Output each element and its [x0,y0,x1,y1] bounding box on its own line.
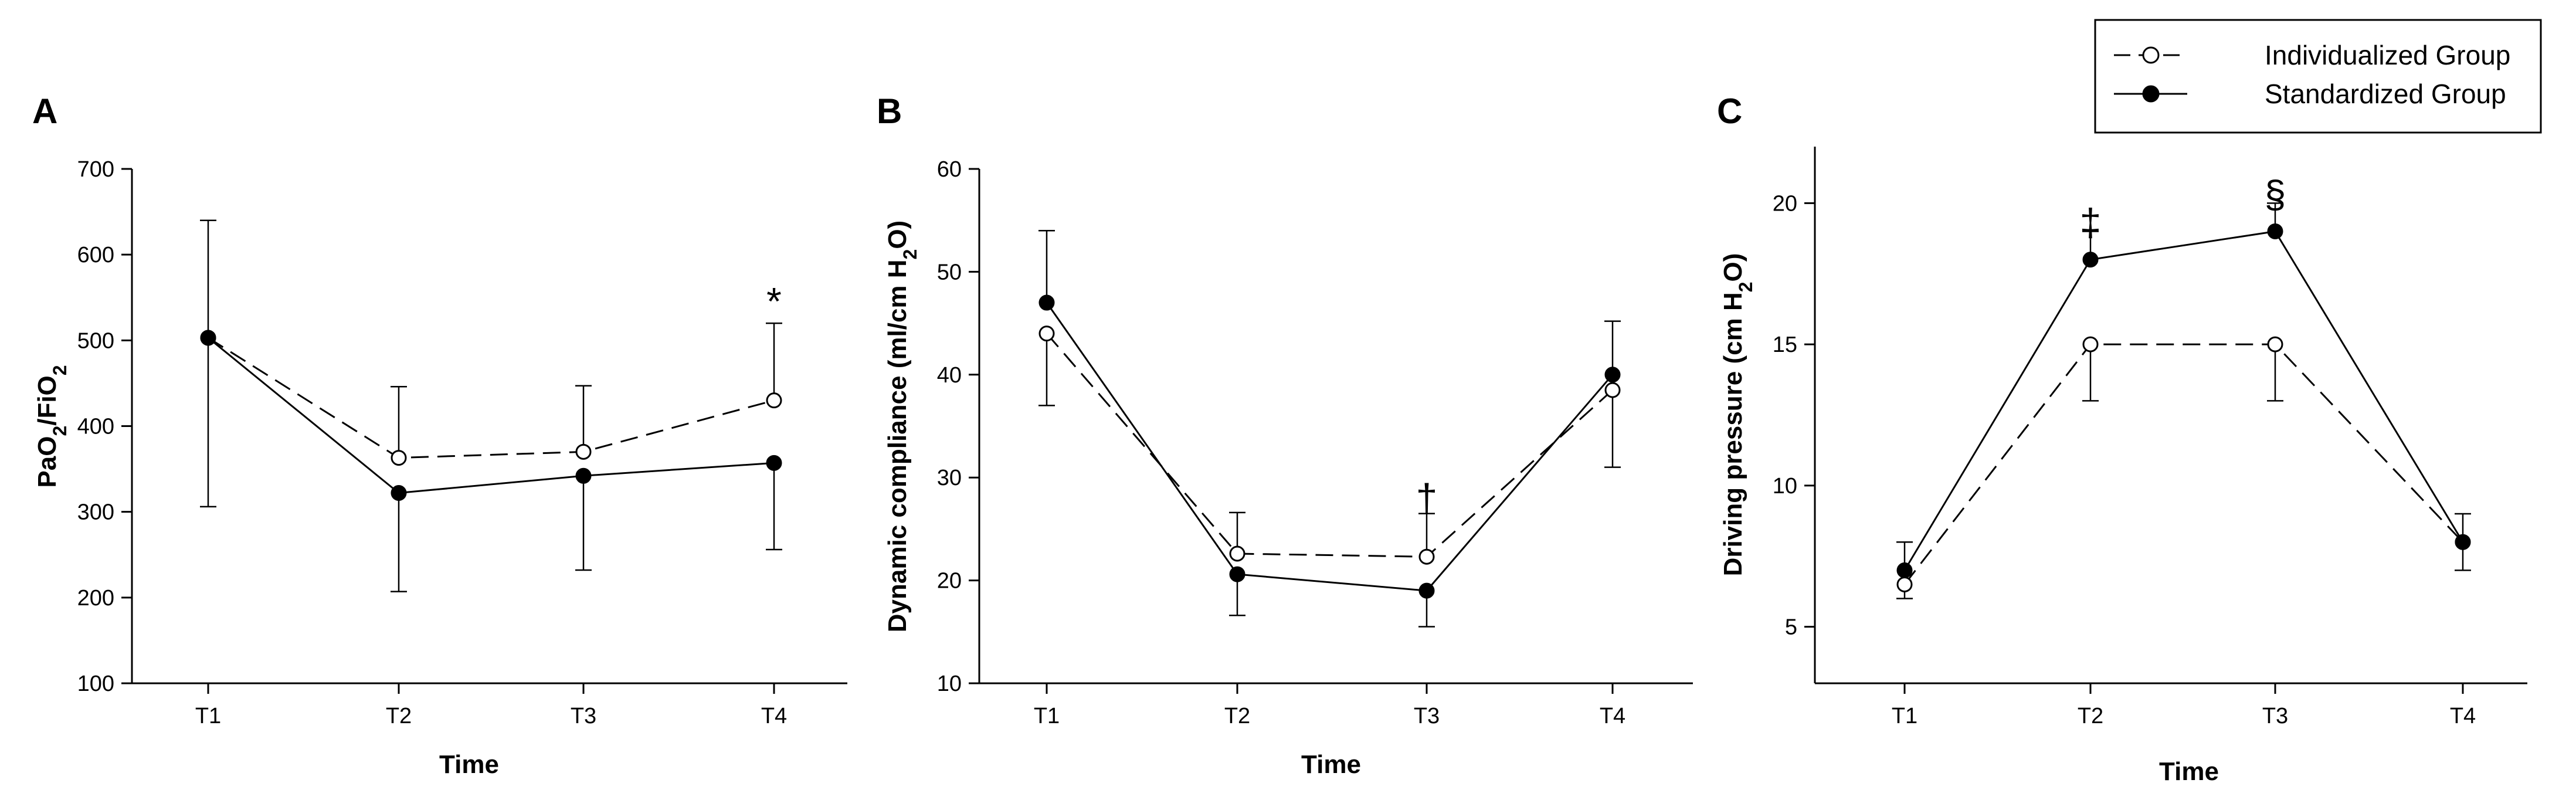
x-axis-title: Time [2159,757,2219,786]
y-axis-title: Driving pressure (cm H2O) [1719,253,1756,577]
data-point-standardized [1229,566,1245,582]
y-tick-label: 400 [77,415,114,439]
data-point-individualized [2267,336,2283,352]
legend-entry-standardized: Standardized Group [2114,79,2506,109]
data-point-individualized [1604,382,1621,398]
y-axis-title: PaO2/FiO2 [33,365,70,487]
data-point-standardized [2455,534,2471,550]
x-tick-label: T2 [386,704,412,728]
y-tick-label: 200 [77,586,114,611]
series-line-individualized [1046,333,1614,558]
y-tick-label: 20 [1773,191,1797,216]
y-axis-title: Dynamic compliance (ml/cm H2O) [883,221,921,632]
x-tick-label: T3 [571,704,596,728]
y-tick-label: 600 [77,243,114,267]
x-tick-label: T1 [1034,704,1060,728]
panel-letter: A [32,91,57,131]
y-tick-label: 50 [937,260,962,284]
panel-c: C 5 10 15 20 T1 T2 T3 T4 Time Driving pressure (cm… [1717,91,2527,786]
series-line-standardized [1903,230,2464,571]
series-line-individualized [208,337,775,459]
data-point-standardized [200,330,216,346]
x-tick-label: T4 [761,704,787,728]
data-point-individualized [1038,326,1055,342]
panel-a: A 100 200 300 400 500 600 700 T1 T2 T3 T4 Time PaO2/F… [32,91,847,779]
data-point-standardized [1604,367,1621,383]
series-line-standardized [208,337,775,494]
y-tick-label: 20 [937,569,962,594]
x-tick-label: T1 [195,704,221,728]
data-point-individualized [575,443,592,460]
significance-marker: † [1416,476,1438,519]
x-tick-label: T4 [2450,704,2476,728]
series-line-individualized [1903,343,2464,585]
panel-letter: C [1717,91,1742,131]
y-tick-label: 15 [1773,333,1797,357]
legend-label-individualized: Individualized Group [2265,40,2510,70]
x-axis-title: Time [439,750,499,779]
x-tick-label: T4 [1600,704,1625,728]
data-point-individualized [1896,576,1913,592]
legend-label-standardized: Standardized Group [2265,79,2506,109]
x-tick-label: T2 [2078,704,2103,728]
legend-entry-individualized: Individualized Group [2114,40,2510,70]
data-point-standardized [1418,582,1435,599]
series-line-standardized [1046,302,1614,592]
significance-marker: ‡ [2080,201,2102,244]
x-tick-label: T2 [1224,704,1250,728]
data-point-standardized [391,485,407,501]
x-axis-title: Time [1301,750,1361,779]
data-point-standardized [2082,252,2099,268]
data-point-individualized [766,392,782,409]
data-point-standardized [1038,294,1055,311]
y-tick-label: 700 [77,157,114,182]
legend: Individualized Group Standardized Group [2094,19,2542,134]
legend-open-marker [2142,46,2160,64]
legend-filled-marker [2142,85,2160,103]
x-tick-label: T3 [1414,704,1440,728]
data-point-individualized [1229,545,1245,562]
y-tick-label: 10 [1773,474,1797,499]
data-point-standardized [575,467,592,484]
data-point-individualized [391,450,407,466]
y-tick-label: 40 [937,363,962,388]
y-tick-label: 60 [937,157,962,182]
y-tick-label: 10 [937,672,962,696]
significance-marker: * [766,280,782,323]
y-tick-label: 300 [77,500,114,525]
data-point-standardized [2267,223,2283,239]
x-tick-label: T1 [1892,704,1917,728]
y-tick-label: 5 [1785,615,1797,640]
data-point-individualized [2082,336,2099,352]
y-tick-label: 30 [937,466,962,490]
panel-b: B 10 20 30 40 50 60 T1 T2 T3 T4 Time Dynamic complia… [877,91,1693,779]
x-tick-label: T3 [2262,704,2288,728]
data-point-individualized [1418,548,1435,565]
panel-letter: B [877,91,902,131]
data-point-standardized [766,455,782,471]
data-point-standardized [1896,562,1913,578]
significance-marker: § [2265,172,2286,216]
y-tick-label: 500 [77,328,114,353]
legend-frame [2094,19,2542,134]
y-tick-label: 100 [77,672,114,696]
